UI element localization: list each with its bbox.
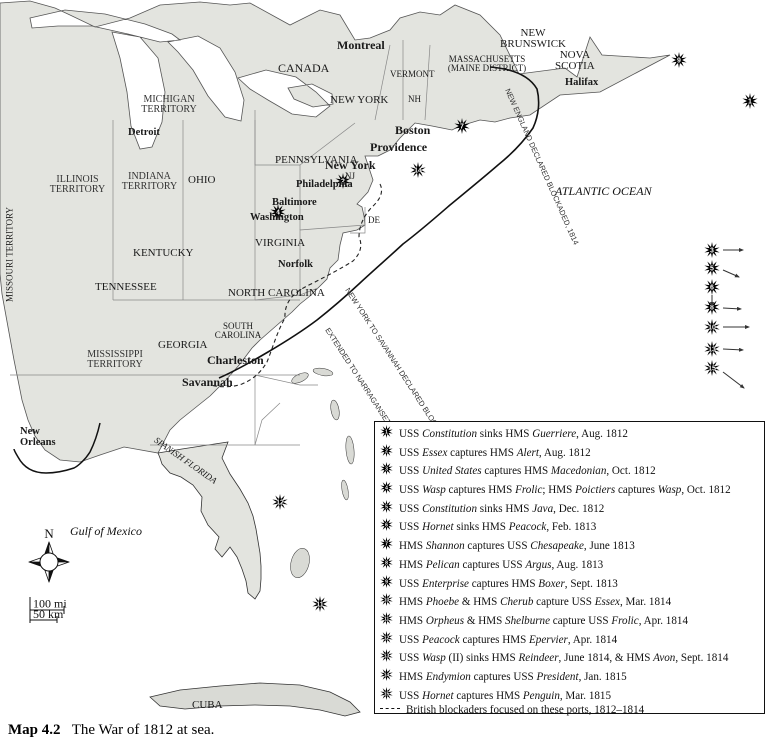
svg-text:5: 5 xyxy=(710,266,714,273)
svg-text:11: 11 xyxy=(316,602,324,609)
svg-text:4: 4 xyxy=(385,486,388,492)
svg-text:3: 3 xyxy=(710,248,714,255)
svg-text:12: 12 xyxy=(276,500,284,507)
svg-text:10: 10 xyxy=(384,598,390,604)
svg-text:7: 7 xyxy=(460,124,464,131)
svg-text:3: 3 xyxy=(385,467,388,473)
svg-text:14: 14 xyxy=(384,673,390,679)
svg-text:5: 5 xyxy=(385,504,388,510)
svg-text:50 km: 50 km xyxy=(33,607,64,621)
svg-text:11: 11 xyxy=(384,616,390,622)
svg-text:15: 15 xyxy=(708,366,716,373)
svg-text:6: 6 xyxy=(710,285,714,292)
svg-text:1: 1 xyxy=(748,99,752,106)
svg-text:2: 2 xyxy=(385,448,388,454)
svg-text:7: 7 xyxy=(385,542,388,548)
svg-text:9: 9 xyxy=(385,579,388,585)
svg-text:8: 8 xyxy=(385,560,388,566)
svg-text:10: 10 xyxy=(708,325,716,332)
svg-text:15: 15 xyxy=(384,691,390,697)
svg-text:14: 14 xyxy=(414,168,422,175)
svg-text:12: 12 xyxy=(384,635,390,641)
svg-text:6: 6 xyxy=(385,523,388,529)
svg-text:13: 13 xyxy=(708,347,716,354)
svg-text:9: 9 xyxy=(677,58,681,65)
svg-text:13: 13 xyxy=(384,654,390,660)
svg-text:N: N xyxy=(44,526,54,541)
svg-text:1: 1 xyxy=(385,430,388,436)
